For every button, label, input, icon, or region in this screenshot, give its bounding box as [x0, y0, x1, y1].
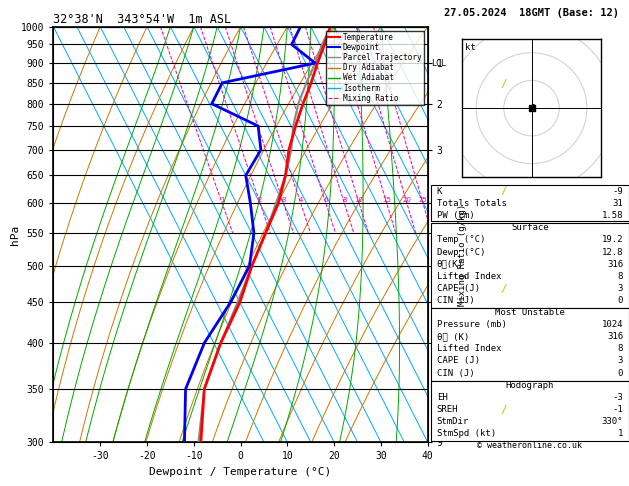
X-axis label: Dewpoint / Temperature (°C): Dewpoint / Temperature (°C) [150, 467, 331, 477]
Text: 32°38'N  343°54'W  1m ASL: 32°38'N 343°54'W 1m ASL [53, 13, 231, 26]
Text: 316: 316 [607, 260, 623, 269]
Text: Lifted Index: Lifted Index [437, 345, 501, 353]
Text: kt: kt [465, 43, 476, 52]
Text: 20: 20 [403, 197, 411, 203]
Text: CIN (J): CIN (J) [437, 368, 474, 378]
Text: Totals Totals: Totals Totals [437, 199, 507, 208]
Text: CAPE (J): CAPE (J) [437, 356, 480, 365]
Text: 316: 316 [607, 332, 623, 341]
Text: 12.8: 12.8 [601, 247, 623, 257]
Text: 19.2: 19.2 [601, 235, 623, 244]
Text: 3: 3 [281, 197, 286, 203]
Text: Most Unstable: Most Unstable [495, 308, 565, 317]
Text: Temp (°C): Temp (°C) [437, 235, 485, 244]
Text: 25: 25 [418, 197, 427, 203]
Legend: Temperature, Dewpoint, Parcel Trajectory, Dry Adiabat, Wet Adiabat, Isotherm, Mi: Temperature, Dewpoint, Parcel Trajectory… [326, 31, 424, 105]
Text: K: K [437, 187, 442, 196]
Text: CIN (J): CIN (J) [437, 296, 474, 305]
Text: © weatheronline.co.uk: © weatheronline.co.uk [477, 441, 582, 450]
Text: 0: 0 [618, 368, 623, 378]
Text: Pressure (mb): Pressure (mb) [437, 320, 507, 329]
Text: 15: 15 [382, 197, 391, 203]
Text: EH: EH [437, 393, 448, 402]
Text: Lifted Index: Lifted Index [437, 272, 501, 281]
Text: StmSpd (kt): StmSpd (kt) [437, 429, 496, 438]
Bar [431, 224, 629, 308]
Text: 10: 10 [355, 197, 364, 203]
Text: 1: 1 [220, 197, 225, 203]
Text: -3: -3 [612, 393, 623, 402]
Text: θᴄ(K): θᴄ(K) [437, 260, 464, 269]
Text: Mixing Ratio (g/kg): Mixing Ratio (g/kg) [458, 204, 467, 306]
Text: 6: 6 [323, 197, 328, 203]
Text: 1024: 1024 [601, 320, 623, 329]
Text: -1: -1 [612, 405, 623, 414]
Text: 0: 0 [618, 296, 623, 305]
Text: 2: 2 [258, 197, 262, 203]
Text: PW (cm): PW (cm) [437, 211, 474, 220]
Bar [431, 308, 629, 381]
Text: LCL: LCL [431, 59, 447, 68]
Y-axis label: km
ASL: km ASL [445, 226, 467, 243]
Text: Dewp (°C): Dewp (°C) [437, 247, 485, 257]
Text: /: / [500, 284, 507, 294]
Text: CAPE (J): CAPE (J) [437, 284, 480, 293]
Text: SREH: SREH [437, 405, 459, 414]
Text: Surface: Surface [511, 224, 548, 232]
Text: 4: 4 [299, 197, 303, 203]
Text: -9: -9 [612, 187, 623, 196]
Text: θᴄ (K): θᴄ (K) [437, 332, 469, 341]
Text: 31: 31 [612, 199, 623, 208]
Bar [431, 185, 629, 221]
Text: 1.58: 1.58 [601, 211, 623, 220]
Bar [431, 381, 629, 441]
Text: /: / [500, 405, 507, 415]
Text: /: / [500, 80, 507, 89]
Text: 27.05.2024  18GMT (Base: 12): 27.05.2024 18GMT (Base: 12) [444, 8, 619, 18]
Text: 3: 3 [618, 284, 623, 293]
Text: StmDir: StmDir [437, 417, 469, 426]
Y-axis label: hPa: hPa [9, 225, 19, 244]
Text: 8: 8 [618, 272, 623, 281]
Text: 3: 3 [618, 356, 623, 365]
Text: 1: 1 [618, 429, 623, 438]
Text: Hodograph: Hodograph [506, 381, 554, 390]
Text: 8: 8 [342, 197, 347, 203]
Text: /: / [500, 187, 507, 196]
Text: 8: 8 [618, 345, 623, 353]
Text: 330°: 330° [601, 417, 623, 426]
